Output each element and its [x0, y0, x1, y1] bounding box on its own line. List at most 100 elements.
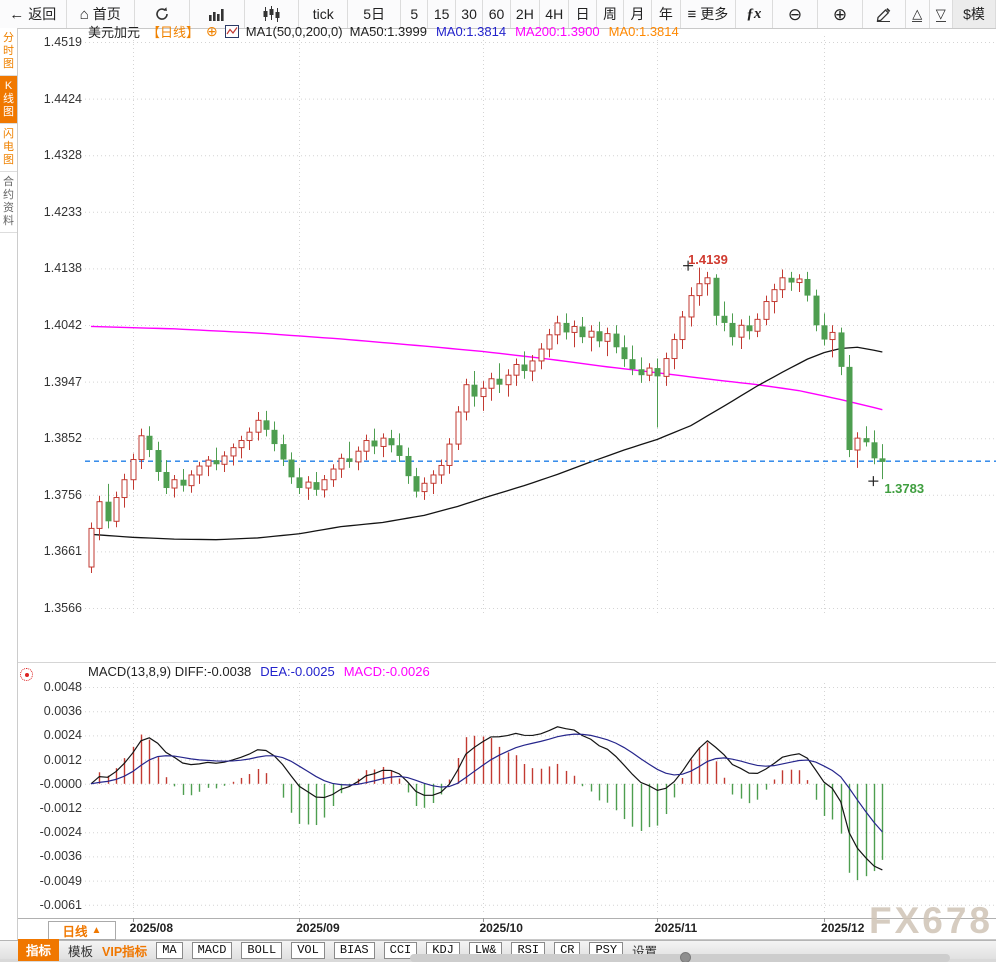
- macd-diff-label: MACD(13,8,9) DIFF:-0.0038: [88, 664, 252, 679]
- pencil-icon: [875, 7, 892, 22]
- triangle-down-icon: ▽: [935, 5, 946, 22]
- price-axis-tick: 1.3756: [43, 487, 82, 502]
- scrollbar-knob[interactable]: [680, 952, 691, 962]
- period-4h-button[interactable]: 4H: [540, 0, 570, 28]
- bottom-tab-1[interactable]: 指标: [18, 939, 60, 961]
- time-axis-tickmark: [482, 918, 484, 922]
- period-30-button[interactable]: 30: [455, 0, 484, 28]
- home-button-label: 首页: [92, 6, 121, 22]
- bottom-tab-4[interactable]: MA: [156, 941, 183, 959]
- candlestick-button[interactable]: [244, 0, 300, 28]
- bottom-tab-7[interactable]: VOL: [291, 941, 325, 959]
- triangle-up-icon: △: [912, 5, 923, 22]
- zoom-in-icon: ⊕: [832, 4, 848, 24]
- ma-settings-label: MA1(50,0,200,0): [245, 23, 343, 39]
- macd-axis-tick: -0.0000: [39, 776, 82, 791]
- period-30-button-label: 30: [461, 6, 477, 22]
- low-price-label: 1.3783: [884, 481, 925, 497]
- sim-trade-button[interactable]: $模: [952, 0, 996, 28]
- back-arrow-icon: ←: [9, 5, 25, 23]
- indicator-fx-button[interactable]: ƒx: [735, 0, 773, 28]
- bottom-tab-8[interactable]: BIAS: [333, 941, 375, 959]
- menu-icon: ≡: [687, 5, 697, 23]
- horizontal-scrollbar[interactable]: [410, 952, 950, 962]
- macd-axis-tick: -0.0024: [39, 825, 82, 840]
- price-axis-tick: 1.4424: [43, 91, 82, 106]
- period-day-button-label: 日: [575, 6, 590, 22]
- price-axis-tick: 1.4519: [43, 35, 82, 49]
- period-day-button[interactable]: 日: [569, 0, 597, 28]
- draw-button[interactable]: [862, 0, 907, 28]
- price-axis-tick: 1.3566: [43, 601, 82, 615]
- ma-value-2: MA0:1.3814: [435, 23, 507, 39]
- symbol-name: 美元加元: [88, 24, 141, 40]
- sidebar-item-3[interactable]: 闪电图: [0, 124, 17, 172]
- period-4h-button-label: 4H: [545, 6, 564, 22]
- period-60-button-label: 60: [488, 6, 505, 22]
- period-2h-button-label: 2H: [515, 6, 534, 22]
- macd-axis-tick: 0.0036: [43, 704, 82, 719]
- bottom-view-button[interactable]: ▽: [929, 0, 953, 28]
- period-5-button[interactable]: 5: [401, 0, 429, 28]
- period-month-button[interactable]: 月: [624, 0, 652, 28]
- back-button-label: 返回: [28, 6, 57, 22]
- ma-values: MA50:1.3999 MA0:1.3814 MA200:1.3900 MA0:1.3…: [350, 24, 679, 39]
- period-60-button[interactable]: 60: [483, 0, 511, 28]
- period-15-button-label: 15: [433, 6, 450, 22]
- more-button[interactable]: ≡ 更多: [681, 0, 736, 28]
- price-axis-tick: 1.3661: [43, 544, 82, 559]
- tick-period-button-label: tick: [312, 6, 334, 22]
- time-axis-tickmark: [657, 918, 659, 922]
- time-axis-tickmark: [824, 918, 826, 922]
- period-tag: 【日线】: [147, 24, 200, 40]
- macd-legend: MACD(13,8,9) DIFF:-0.0038 DEA:-0.0025 MA…: [88, 664, 430, 679]
- tick-period-button[interactable]: tick: [299, 0, 349, 28]
- time-axis-tick: 2025/12: [821, 921, 865, 935]
- time-axis-tickmark: [132, 918, 134, 922]
- refresh-button[interactable]: [134, 0, 190, 28]
- back-button[interactable]: ← 返回: [0, 0, 67, 28]
- period-week-button[interactable]: 周: [596, 0, 625, 28]
- macd-dea-label: DEA:-0.0025: [260, 664, 335, 679]
- period-selector-label: 日线: [62, 925, 88, 939]
- zoom-in-button[interactable]: ⊕: [817, 0, 863, 28]
- more-button-label: 更多: [700, 6, 729, 22]
- price-axis-tick: 1.3852: [43, 431, 82, 446]
- sidebar-item-4[interactable]: 合约资料: [0, 172, 17, 233]
- top-view-button[interactable]: △: [906, 0, 930, 28]
- home-icon: ⌂: [79, 5, 89, 23]
- home-button[interactable]: ⌂ 首页: [66, 0, 135, 28]
- period-year-button-label: 年: [658, 6, 673, 22]
- period-selector[interactable]: 日线 ▲: [48, 921, 116, 940]
- bottom-tab-5[interactable]: MACD: [191, 941, 233, 959]
- period-5-button-label: 5: [410, 6, 419, 22]
- period-month-button-label: 月: [630, 6, 645, 22]
- top-toolbar: ← 返回 ⌂ 首页 tick 5日 5 15 30 60 2H 4H 日周月年 ≡ 更多 ƒx ⊖ ⊕ △ ▽ $模: [0, 0, 996, 29]
- price-chart-canvas[interactable]: [18, 28, 996, 918]
- period-2h-button[interactable]: 2H: [510, 0, 541, 28]
- time-axis-tick: 2025/11: [654, 921, 698, 935]
- period-5d-button[interactable]: 5日: [348, 0, 402, 28]
- price-axis-tick: 1.4042: [43, 318, 82, 332]
- bottom-tab-9[interactable]: CCI: [383, 941, 418, 959]
- macd-axis-tick: 0.0024: [43, 728, 82, 743]
- indicator-settings-icon[interactable]: [20, 668, 33, 681]
- ma-value-4: MA0:1.3814: [608, 23, 679, 39]
- bottom-tab-3[interactable]: VIP指标: [102, 944, 148, 959]
- period-15-button[interactable]: 15: [428, 0, 456, 28]
- add-indicator-icon[interactable]: ⊕: [206, 22, 218, 39]
- price-axis-tick: 1.4138: [43, 261, 82, 276]
- bottom-tab-2[interactable]: 模板: [68, 944, 94, 959]
- bar-chart-button[interactable]: [189, 0, 245, 28]
- period-year-button[interactable]: 年: [651, 0, 681, 28]
- high-price-label: 1.4139: [688, 251, 728, 267]
- macd-axis-tick: 0.0012: [43, 752, 82, 767]
- zoom-out-button[interactable]: ⊖: [772, 0, 818, 28]
- price-axis-tick: 1.4233: [43, 204, 82, 219]
- bottom-tab-6[interactable]: BOLL: [241, 941, 283, 959]
- candlestick-icon: [262, 6, 280, 22]
- sidebar-item-1[interactable]: 分时图: [0, 28, 17, 76]
